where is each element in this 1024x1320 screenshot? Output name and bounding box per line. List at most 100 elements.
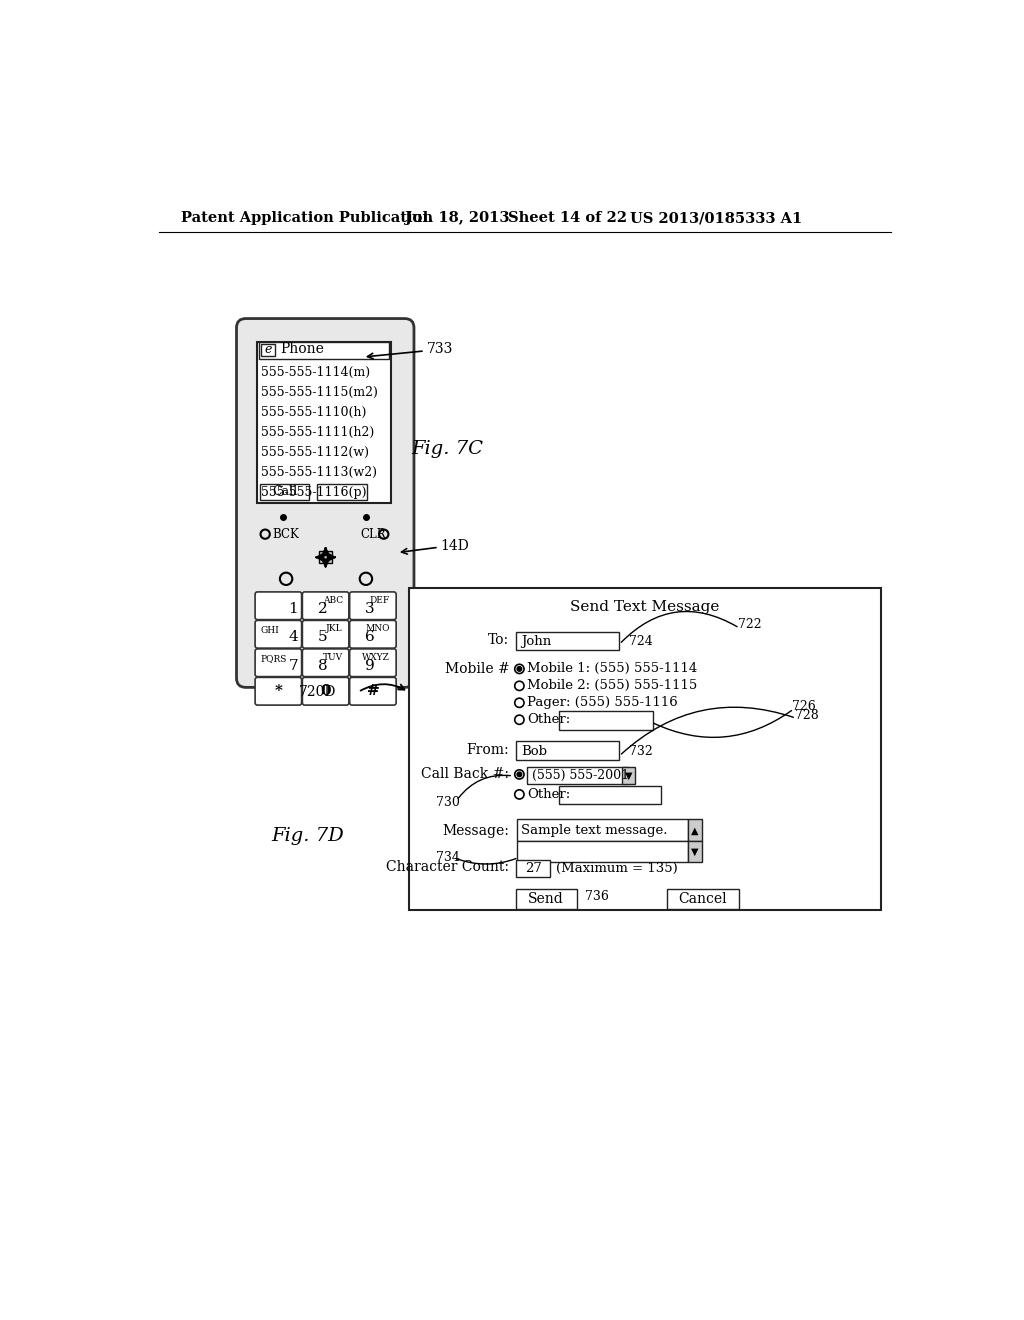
Text: 5: 5 xyxy=(317,631,328,644)
Text: 2: 2 xyxy=(317,602,328,616)
Text: Patent Application Publication: Patent Application Publication xyxy=(180,211,433,226)
Text: Send: Send xyxy=(527,892,563,906)
FancyBboxPatch shape xyxy=(255,677,302,705)
FancyBboxPatch shape xyxy=(516,742,618,760)
Text: 555-555-1115(m2): 555-555-1115(m2) xyxy=(261,385,378,399)
Circle shape xyxy=(515,789,524,799)
Circle shape xyxy=(517,667,521,671)
Text: 720D: 720D xyxy=(299,685,336,700)
Text: CLR: CLR xyxy=(360,528,386,541)
Text: Message:: Message: xyxy=(442,825,509,838)
FancyBboxPatch shape xyxy=(667,890,739,909)
Text: 555-555-1116(p): 555-555-1116(p) xyxy=(261,486,367,499)
Text: 734: 734 xyxy=(435,851,460,865)
Text: 6: 6 xyxy=(365,631,375,644)
Text: Sample text message.: Sample text message. xyxy=(521,824,668,837)
Text: US 2013/0185333 A1: US 2013/0185333 A1 xyxy=(630,211,803,226)
Text: 726: 726 xyxy=(793,700,816,713)
Text: GHI: GHI xyxy=(260,626,280,635)
Text: 722: 722 xyxy=(738,618,762,631)
Text: 27: 27 xyxy=(525,862,542,875)
Text: ABC: ABC xyxy=(323,595,343,605)
FancyBboxPatch shape xyxy=(349,591,396,619)
FancyBboxPatch shape xyxy=(527,767,628,784)
Text: ▲: ▲ xyxy=(691,825,698,836)
Text: Phone: Phone xyxy=(281,342,325,356)
Text: 1: 1 xyxy=(288,602,298,616)
Circle shape xyxy=(515,664,524,673)
Text: TUV: TUV xyxy=(323,653,343,661)
FancyBboxPatch shape xyxy=(319,552,332,564)
Text: 8: 8 xyxy=(317,659,328,673)
FancyBboxPatch shape xyxy=(349,649,396,677)
Text: MNO: MNO xyxy=(366,624,390,634)
Text: Call Back #:: Call Back #: xyxy=(421,767,509,781)
FancyBboxPatch shape xyxy=(260,484,309,499)
Text: JKL: JKL xyxy=(326,624,343,634)
FancyBboxPatch shape xyxy=(349,620,396,648)
FancyBboxPatch shape xyxy=(409,589,882,909)
FancyBboxPatch shape xyxy=(261,345,275,356)
Circle shape xyxy=(515,770,524,779)
Text: 4: 4 xyxy=(288,631,298,644)
Circle shape xyxy=(515,681,524,690)
Text: (Maximum = 135): (Maximum = 135) xyxy=(556,862,678,875)
FancyBboxPatch shape xyxy=(623,767,635,784)
Circle shape xyxy=(515,698,524,708)
Text: PQRS: PQRS xyxy=(260,655,287,664)
Text: Send Text Message: Send Text Message xyxy=(570,601,720,614)
Text: 555-555-1113(w2): 555-555-1113(w2) xyxy=(261,466,377,479)
Text: Sheet 14 of 22: Sheet 14 of 22 xyxy=(508,211,627,226)
Text: 728: 728 xyxy=(795,709,818,722)
Text: 555-555-1110(h): 555-555-1110(h) xyxy=(261,407,367,418)
Text: Mobile 1: (555) 555-1114: Mobile 1: (555) 555-1114 xyxy=(527,663,697,676)
Text: To:: To: xyxy=(488,634,509,647)
Text: 732: 732 xyxy=(630,744,653,758)
Text: Fig. 7D: Fig. 7D xyxy=(271,828,344,845)
FancyBboxPatch shape xyxy=(317,484,367,499)
Text: Other:: Other: xyxy=(527,788,570,801)
FancyBboxPatch shape xyxy=(517,841,687,862)
FancyBboxPatch shape xyxy=(302,591,349,619)
Text: 7: 7 xyxy=(289,659,298,673)
FancyBboxPatch shape xyxy=(255,591,302,619)
FancyBboxPatch shape xyxy=(559,711,653,730)
Text: Other:: Other: xyxy=(527,713,570,726)
FancyBboxPatch shape xyxy=(237,318,414,688)
Text: Pager: (555) 555-1116: Pager: (555) 555-1116 xyxy=(527,696,678,709)
Text: John: John xyxy=(521,635,551,648)
Text: Mobile #: Mobile # xyxy=(444,661,509,676)
FancyBboxPatch shape xyxy=(259,342,389,359)
FancyBboxPatch shape xyxy=(302,620,349,648)
Text: DEF: DEF xyxy=(370,595,390,605)
FancyBboxPatch shape xyxy=(687,841,701,862)
Text: WXYZ: WXYZ xyxy=(362,653,390,661)
Text: Character Count:: Character Count: xyxy=(386,859,509,874)
Text: *: * xyxy=(274,684,283,698)
Text: From:: From: xyxy=(467,743,509,756)
FancyBboxPatch shape xyxy=(515,890,577,909)
Text: e: e xyxy=(264,343,272,356)
Text: 555-555-1114(m): 555-555-1114(m) xyxy=(261,366,371,379)
FancyBboxPatch shape xyxy=(687,818,701,841)
Text: 555-555-1112(w): 555-555-1112(w) xyxy=(261,446,370,459)
Text: (555) 555-2001: (555) 555-2001 xyxy=(531,770,629,783)
Text: 724: 724 xyxy=(630,635,653,648)
Circle shape xyxy=(515,715,524,725)
Text: 555-555-1111(h2): 555-555-1111(h2) xyxy=(261,426,375,440)
Text: 736: 736 xyxy=(586,890,609,903)
FancyBboxPatch shape xyxy=(516,632,618,651)
Text: 3: 3 xyxy=(365,602,375,616)
Text: Mobile 2: (555) 555-1115: Mobile 2: (555) 555-1115 xyxy=(527,680,697,693)
Text: Call: Call xyxy=(272,484,297,498)
Text: BCK: BCK xyxy=(272,528,299,541)
FancyBboxPatch shape xyxy=(349,677,396,705)
Text: 0: 0 xyxy=(321,684,331,698)
FancyBboxPatch shape xyxy=(257,342,391,503)
Text: Cancel: Cancel xyxy=(679,892,727,906)
Text: Bob: Bob xyxy=(521,744,547,758)
FancyBboxPatch shape xyxy=(255,649,302,677)
Text: #: # xyxy=(367,684,379,698)
Text: 730: 730 xyxy=(435,796,460,809)
Text: ▼: ▼ xyxy=(691,847,698,857)
